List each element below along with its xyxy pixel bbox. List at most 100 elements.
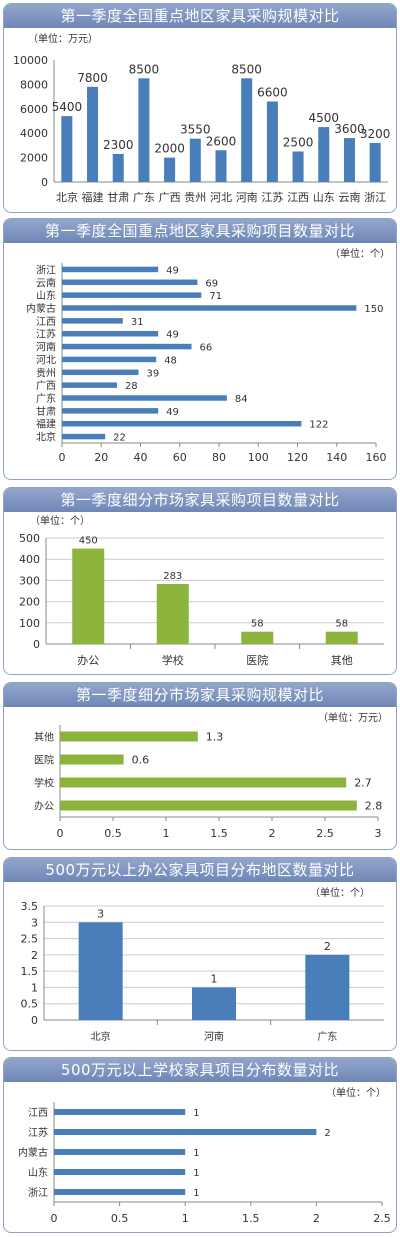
chart-title: 第一季度全国重点地区家具采购项目数量对比 <box>4 219 396 243</box>
data-label: 66 <box>200 343 213 354</box>
data-label: 5400 <box>52 100 83 114</box>
bar <box>62 408 159 414</box>
unit-label: （单位：个） <box>330 247 390 260</box>
bar <box>325 631 358 644</box>
x-tick-label: 2.5 <box>316 827 334 840</box>
category-label: 云南 <box>36 276 56 289</box>
bar <box>87 86 99 182</box>
data-label: 283 <box>163 571 182 582</box>
chart-title: 500万元以上学校家具项目分布数量对比 <box>4 1058 396 1082</box>
y-tick-label: 2.5 <box>21 933 39 946</box>
x-tick-label: 20 <box>94 451 108 464</box>
data-label: 3200 <box>360 127 391 141</box>
data-label: 1 <box>193 1168 199 1179</box>
bar <box>62 330 159 337</box>
x-tick-label: 1.5 <box>210 827 228 840</box>
category-label: 广东 <box>133 191 155 204</box>
data-label: 28 <box>125 381 138 392</box>
x-tick-label: 1.5 <box>242 1212 260 1225</box>
bar <box>62 420 302 427</box>
unit-label: （单位：万元） <box>28 32 98 45</box>
bar <box>62 305 357 311</box>
data-label: 71 <box>209 291 222 302</box>
bar <box>54 1189 186 1195</box>
data-label: 48 <box>164 355 177 366</box>
x-tick-label: 2.5 <box>373 1212 391 1225</box>
x-tick-label: 120 <box>287 451 308 464</box>
data-label: 2300 <box>103 138 134 152</box>
data-label: 0.6 <box>132 754 150 767</box>
category-label: 山东 <box>28 1166 48 1179</box>
bar <box>138 78 150 182</box>
y-tick-label: 6000 <box>20 103 48 116</box>
y-tick-label: 3.5 <box>21 900 39 913</box>
bar <box>62 356 157 363</box>
bar <box>62 266 159 273</box>
bar <box>61 116 73 182</box>
category-label: 广东 <box>317 1030 337 1043</box>
bar <box>54 1169 186 1175</box>
data-label: 31 <box>131 317 144 328</box>
x-tick-label: 160 <box>366 451 387 464</box>
category-label: 河南 <box>36 341 56 354</box>
category-label: 贵州 <box>184 191 206 204</box>
bar <box>62 382 117 388</box>
bar <box>112 153 124 182</box>
y-tick-label: 0.5 <box>21 998 39 1011</box>
x-tick-label: 1 <box>182 1212 189 1225</box>
bar <box>60 800 357 811</box>
unit-label: （单位：万元） <box>318 711 388 724</box>
bar <box>60 777 347 788</box>
data-label: 2 <box>324 940 331 953</box>
x-tick-label: 0 <box>59 451 66 464</box>
y-tick-label: 2000 <box>20 152 48 165</box>
y-tick-label: 0 <box>31 1014 38 1027</box>
x-tick-label: 140 <box>326 451 347 464</box>
data-label: 2 <box>324 1128 330 1139</box>
category-label: 江苏 <box>36 328 56 341</box>
bar <box>62 395 227 401</box>
bar <box>62 318 123 324</box>
y-tick-label: 1.5 <box>21 965 39 978</box>
category-label: 福建 <box>36 418 56 431</box>
category-label: 福建 <box>82 190 104 204</box>
data-label: 8500 <box>129 62 160 76</box>
bar <box>241 631 274 644</box>
category-label: 河南 <box>204 1030 224 1043</box>
unit-label: （单位：个） <box>310 886 370 899</box>
segment-count-chart: （单位：个） 0 100 200 300 400 500 450 办公 283 学校 58 医院 58 其他 <box>19 514 384 667</box>
bar <box>318 127 330 182</box>
bar <box>192 987 236 1020</box>
x-tick-label: 100 <box>248 451 269 464</box>
category-label: 学校 <box>34 777 54 790</box>
data-label: 2500 <box>283 136 314 150</box>
region-scale-chart: （单位：万元） 0 2000 4000 6000 8000 10000 5400 北京 7800 福… <box>13 32 391 204</box>
data-label: 49 <box>166 407 179 418</box>
category-label: 北京 <box>36 431 56 444</box>
bar <box>62 279 198 286</box>
chart-panel-purchase-scale-by-segment: 第一季度细分市场家具采购规模对比 （单位：万元） 0 0.5 1 1.5 2 2.5 3 1.3… <box>3 682 397 850</box>
bar <box>54 1149 186 1155</box>
data-label: 58 <box>251 619 264 630</box>
y-tick-label: 3 <box>31 916 38 929</box>
data-label: 2000 <box>154 142 185 156</box>
x-tick-label: 2 <box>313 1212 320 1225</box>
bar <box>343 138 355 182</box>
data-label: 2600 <box>206 134 237 148</box>
bar <box>54 1129 317 1135</box>
category-label: 办公 <box>77 654 99 667</box>
data-label: 8500 <box>231 62 262 76</box>
y-tick-label: 4000 <box>20 127 48 140</box>
category-label: 江苏 <box>261 191 283 204</box>
category-label: 其他 <box>34 731 54 744</box>
bar <box>164 157 176 182</box>
chart-title: 第一季度细分市场家具采购规模对比 <box>4 683 396 707</box>
data-label: 450 <box>79 536 98 547</box>
data-label: 4500 <box>308 111 339 125</box>
category-label: 河北 <box>36 354 56 366</box>
data-label: 3600 <box>334 122 365 136</box>
category-label: 贵州 <box>36 366 56 379</box>
category-label: 山东 <box>36 289 56 302</box>
y-tick-label: 1 <box>31 981 38 994</box>
chart-panel-office-projects-over-5m: 500万元以上办公家具项目分布地区数量对比 （单位：个） 0 0.5 1 1.5 2 2.5… <box>3 857 397 1051</box>
